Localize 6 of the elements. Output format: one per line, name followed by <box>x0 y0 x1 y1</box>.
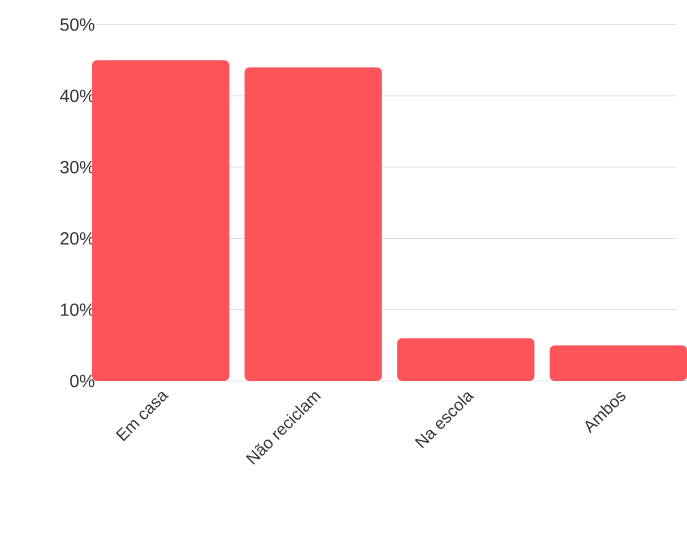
x-tick-label: Em casa <box>116 392 169 442</box>
y-tick-label: 0% <box>70 374 94 388</box>
bar <box>244 67 382 381</box>
y-tick-label: 50% <box>60 18 94 31</box>
bar <box>550 345 687 381</box>
bar <box>397 338 534 381</box>
